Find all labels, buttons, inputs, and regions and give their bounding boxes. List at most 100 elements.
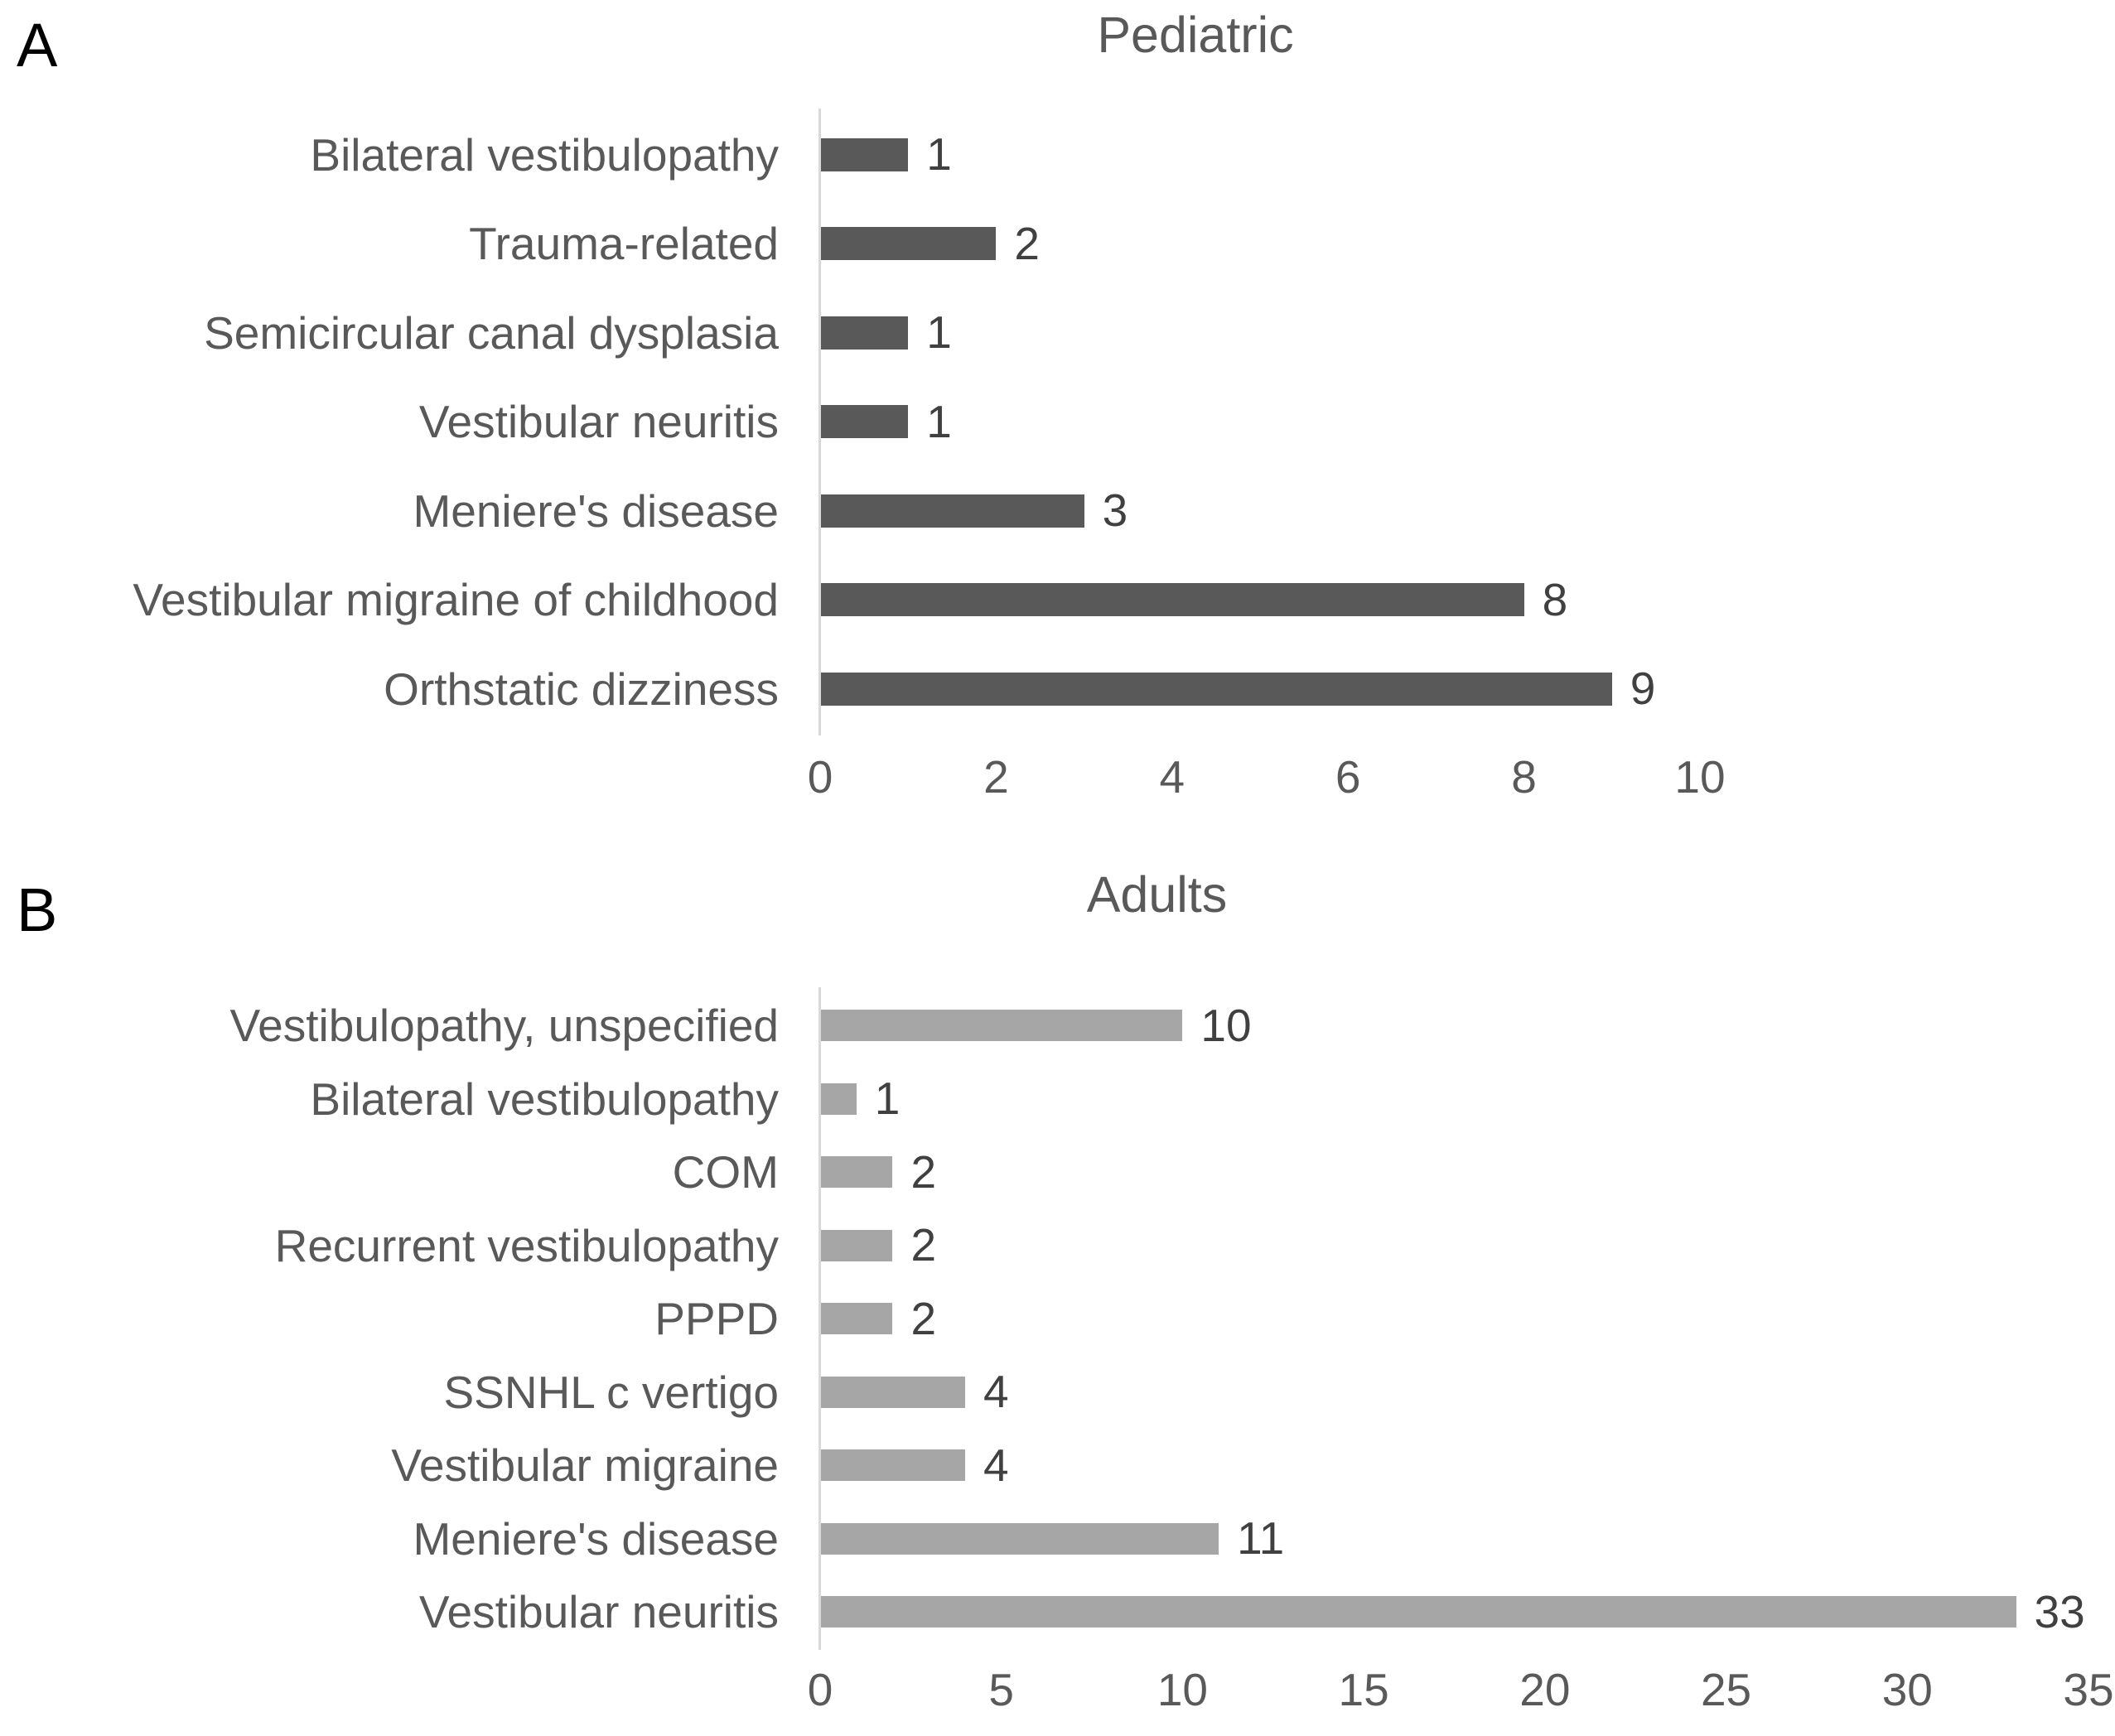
bar-and-value: 4: [820, 1369, 1009, 1415]
bar: [820, 1083, 857, 1115]
value-label: 1: [926, 306, 952, 359]
bar: [820, 1010, 1183, 1042]
category-label: Meniere's disease: [413, 485, 779, 537]
x-axis-tick-label: 8: [1511, 751, 1537, 803]
bar: [820, 137, 909, 171]
category-label: Vestibular migraine of childhood: [133, 574, 779, 625]
bar: [820, 672, 1612, 706]
bar-row: Vestibular migraine of childhood 8: [0, 556, 2115, 645]
chart-title-adults: Adults: [1086, 866, 1228, 923]
bar-and-value: 2: [820, 217, 1040, 269]
bar-and-value: 9: [820, 666, 1655, 711]
value-label: 2: [910, 1145, 937, 1198]
panel-letter-a: A: [17, 11, 58, 80]
bar: [820, 1303, 893, 1335]
category-label: Vestibular neuritis: [418, 396, 779, 447]
category-label: SSNHL c vertigo: [443, 1366, 780, 1418]
bar-row: COM 2: [0, 1136, 2115, 1209]
bar-row: PPPD 2: [0, 1282, 2115, 1356]
bar-and-value: 4: [820, 1439, 1009, 1491]
bar-row: Vestibulopathy, unspecified 10: [0, 989, 2115, 1063]
bar-and-value: 33: [820, 1589, 2085, 1635]
category-label: Recurrent vestibulopathy: [274, 1219, 779, 1271]
bar: [820, 583, 1524, 617]
x-axis-tick-label: 30: [1881, 1664, 1933, 1715]
value-label: 4: [983, 1366, 1009, 1418]
category-label: Bilateral vestibulopathy: [310, 128, 779, 181]
value-label: 33: [2034, 1585, 2085, 1637]
value-label: 9: [1630, 663, 1656, 715]
value-label: 1: [926, 128, 952, 181]
bar: [820, 405, 909, 439]
x-axis-tick-label: 10: [1674, 751, 1726, 803]
category-label: Vestibular migraine: [391, 1439, 779, 1491]
category-label: Bilateral vestibulopathy: [310, 1073, 779, 1125]
category-label: PPPD: [654, 1293, 779, 1344]
bar-row: Trauma-related 2: [0, 200, 2115, 289]
category-label: Vestibular neuritis: [418, 1586, 779, 1637]
pediatric-y-axis-line: [818, 108, 821, 735]
bar-and-value: 1: [820, 1076, 900, 1121]
pediatric-x-axis: 0 2 4 6 8 10: [808, 751, 1726, 803]
x-axis-tick-label: 4: [1159, 751, 1185, 803]
bar-and-value: 3: [820, 488, 1128, 533]
value-label: 11: [1237, 1512, 1285, 1565]
bar-row: Recurrent vestibulopathy 2: [0, 1209, 2115, 1283]
bar: [820, 1229, 893, 1261]
bar-row: Bilateral vestibulopathy 1: [0, 1063, 2115, 1136]
pediatric-bar-rows: Bilateral vestibulopathy 1 Trauma-related 2…: [0, 110, 2115, 734]
x-axis-tick-label: 5: [988, 1664, 1014, 1715]
x-axis-tick-label: 2: [983, 751, 1009, 803]
x-axis-tick-label: 25: [1700, 1664, 1752, 1715]
category-label: Orthstatic dizziness: [384, 663, 779, 715]
value-label: 4: [983, 1439, 1009, 1491]
panel-letter-b: B: [17, 875, 58, 944]
bar-and-value: 1: [820, 395, 952, 447]
value-label: 1: [874, 1073, 901, 1125]
bar: [820, 1156, 893, 1189]
bar-row: Vestibular migraine 4: [0, 1429, 2115, 1502]
bar-and-value: 2: [820, 1222, 936, 1268]
category-label: Vestibulopathy, unspecified: [229, 1000, 780, 1051]
x-axis-tick-label: 0: [807, 751, 833, 803]
x-axis-tick-label: 6: [1335, 751, 1361, 803]
x-axis-tick-label: 15: [1338, 1664, 1389, 1715]
x-axis-tick-label: 20: [1519, 1664, 1571, 1715]
bar: [820, 1376, 965, 1408]
value-label: 10: [1200, 999, 1252, 1051]
value-label: 3: [1102, 485, 1128, 537]
bar-and-value: 1: [820, 132, 952, 177]
bar-and-value: 10: [820, 999, 1252, 1051]
category-label: Meniere's disease: [413, 1512, 779, 1565]
bar: [820, 1522, 1219, 1555]
bar: [820, 1596, 2016, 1628]
x-axis-tick-label: 0: [807, 1664, 833, 1715]
category-label: Trauma-related: [469, 218, 779, 269]
category-label: COM: [672, 1146, 779, 1198]
value-label: 2: [910, 1292, 937, 1344]
x-axis-tick-label: 10: [1156, 1664, 1209, 1715]
value-label: 1: [926, 395, 952, 447]
chart-title-pediatric: Pediatric: [1097, 7, 1294, 63]
bar-row: Meniere's disease 3: [0, 466, 2115, 556]
adults-x-axis: 0 5 10 15 20 25 30 35: [808, 1664, 2114, 1715]
value-label: 2: [1014, 217, 1040, 269]
bar-row: Orthstatic dizziness 9: [0, 644, 2115, 734]
bar-and-value: 2: [820, 1145, 937, 1198]
bar-row: Bilateral vestibulopathy 1: [0, 110, 2115, 200]
adults-y-axis-line: [818, 987, 821, 1650]
bar-and-value: 2: [820, 1292, 937, 1344]
bar-and-value: 1: [820, 310, 952, 355]
bar-row: Vestibular neuritis 33: [0, 1575, 2115, 1649]
bar-and-value: 11: [820, 1516, 1284, 1561]
bar-row: Vestibular neuritis 1: [0, 378, 2115, 467]
bar-row: Meniere's disease 11: [0, 1502, 2115, 1576]
x-axis-tick-label: 35: [2063, 1664, 2114, 1715]
bar-and-value: 8: [820, 573, 1568, 625]
bar: [820, 1449, 965, 1482]
value-label: 2: [910, 1219, 937, 1271]
category-label: Semicircular canal dysplasia: [204, 306, 779, 359]
bar: [820, 494, 1084, 528]
value-label: 8: [1542, 573, 1568, 625]
